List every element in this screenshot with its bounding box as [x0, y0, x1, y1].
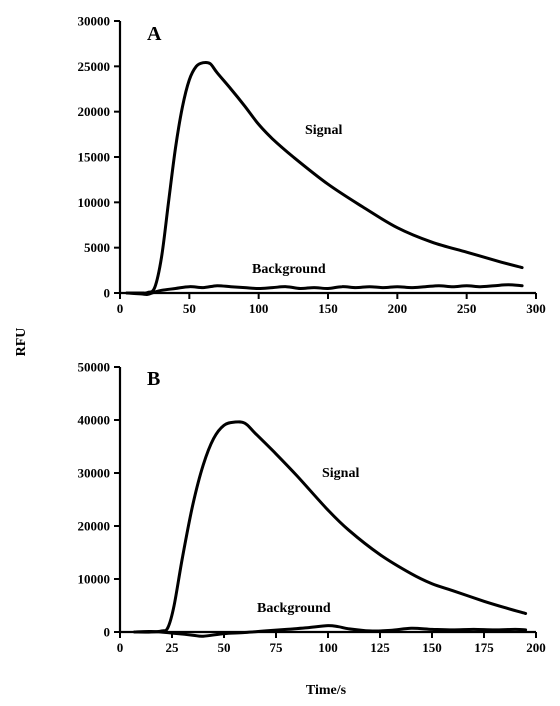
panel-a-y-tick-label: 20000 — [78, 104, 111, 119]
panel-a-background-label: Background — [252, 262, 326, 277]
panel-a-signal-line — [125, 60, 524, 295]
panel-b-x-tick-label: 50 — [218, 640, 231, 655]
panel-b-y-tick-label: 30000 — [78, 466, 111, 481]
panel-a-y-tick-label: 5000 — [84, 240, 110, 255]
panel-a-x-tick-label: 200 — [388, 301, 408, 316]
panel-a-x-tick-label: 150 — [318, 301, 338, 316]
panel-b-x-tick-label: 175 — [474, 640, 494, 655]
panel-b-x-tick-label: 100 — [318, 640, 338, 655]
panel-a-y-tick-label: 0 — [104, 286, 111, 301]
panel-a-y-tick-label: 15000 — [78, 150, 111, 165]
panel-b-x-tick-label: 200 — [526, 640, 546, 655]
panel-b-x-tick-label: 125 — [370, 640, 390, 655]
panel-b-letter: B — [147, 368, 160, 390]
panel-a-background-line — [125, 283, 524, 296]
panel-a-y-tick-label: 25000 — [78, 59, 111, 74]
panel-b-y-tick-label: 40000 — [78, 413, 111, 428]
panel-a-y-tick-label: 10000 — [78, 195, 111, 210]
panel-b-x-tick-label: 150 — [422, 640, 442, 655]
panel-b-chart: 0 25 50 75 100 125 150 175 200 0 10000 20000 30000 40… — [78, 360, 546, 656]
panel-a-letter: A — [147, 23, 162, 45]
panel-b-y-tick-label: 50000 — [78, 360, 111, 375]
x-axis-title: Time/s — [306, 683, 347, 698]
panel-b-background-line — [133, 624, 528, 638]
panel-a-y-tick-label: 30000 — [78, 14, 111, 29]
panel-b-background-label: Background — [257, 601, 331, 616]
panel-a-x-tick-label: 50 — [183, 301, 196, 316]
panel-b-x-tick-label: 75 — [270, 640, 284, 655]
panel-b-y-tick-label: 20000 — [78, 519, 111, 534]
y-axis-title: RFU — [14, 328, 29, 357]
panel-a-x-tick-label: 100 — [249, 301, 269, 316]
panel-b-signal-line — [133, 420, 528, 634]
panel-b-y-tick-label: 10000 — [78, 572, 111, 587]
panel-b-signal-label: Signal — [322, 466, 359, 481]
panel-a-chart: 0 50 100 150 200 250 300 0 5000 10000 15000 20000 25… — [78, 14, 546, 317]
panel-a-x-tick-label: 300 — [526, 301, 546, 316]
panel-a-signal-label: Signal — [305, 123, 342, 138]
panel-b-x-tick-label: 0 — [117, 640, 124, 655]
panel-a-x-tick-label: 250 — [457, 301, 477, 316]
panel-b-y-tick-label: 0 — [104, 625, 111, 640]
panel-a-x-tick-label: 0 — [117, 301, 124, 316]
panel-b-x-tick-label: 25 — [166, 640, 180, 655]
